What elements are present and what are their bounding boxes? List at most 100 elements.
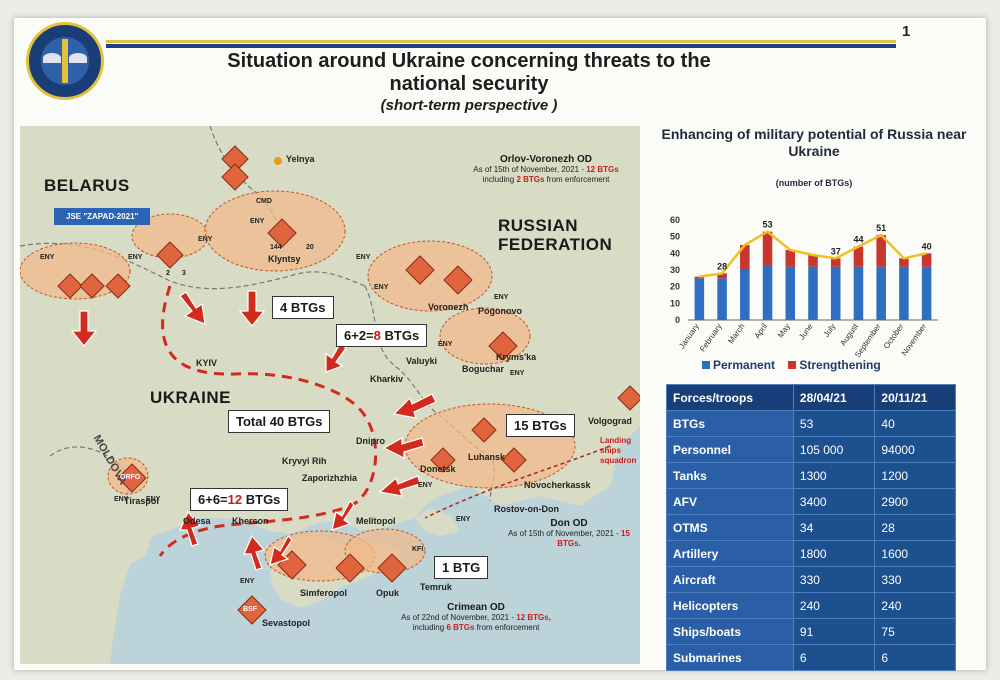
od-note-text: from enforcement	[474, 623, 540, 632]
city-novocherkassk: Novocherkassk	[524, 480, 591, 490]
table-cell: 1300	[792, 462, 876, 489]
bar-permanent	[921, 266, 932, 320]
table-row-label: Tanks	[666, 462, 794, 489]
eny-label: ENY	[146, 496, 161, 503]
city-donetsk: Donetsk	[420, 464, 456, 474]
city-luhansk: Luhansk	[468, 452, 506, 462]
table-row: Ships/boats 91 75	[666, 618, 956, 645]
od-don: Don OD As of 15th of November, 2021 - 15…	[504, 518, 634, 549]
bar-strengthening	[740, 245, 750, 270]
od-note-value: 15 BTGs.	[557, 529, 630, 548]
table-cell: 53	[792, 410, 876, 437]
data-label: 53	[763, 220, 773, 230]
table-header-row: Forces/troops 28/04/21 20/11/21	[666, 384, 956, 411]
table-cell: 330	[792, 566, 876, 593]
od-don-title: Don OD	[550, 518, 588, 529]
btg-south-value: 12	[227, 492, 243, 507]
bar-permanent	[853, 266, 864, 320]
yelnya-marker	[274, 157, 282, 165]
table-cell: 75	[874, 618, 956, 645]
label-ukraine: UKRAINE	[150, 388, 231, 407]
bar-strengthening	[876, 235, 886, 267]
x-tick-label: May	[776, 322, 792, 340]
unit-code-20: 20	[306, 244, 314, 251]
table-row: Submarines 6 6	[666, 644, 956, 671]
od-crimean: Crimean OD As of 22nd of November, 2021 …	[376, 602, 576, 633]
bar-permanent	[694, 278, 705, 320]
data-label: 40	[922, 241, 932, 251]
od-crimean-note: As of 22nd of November, 2021 - 12 BTGs, i…	[376, 613, 576, 633]
city-dnipro: Dnipro	[356, 436, 385, 446]
unit-code-2: 2	[166, 270, 170, 277]
x-tick-label: February	[698, 322, 724, 353]
table-cell: 94000	[874, 436, 956, 463]
unit-code-orfo: ORFO	[120, 474, 141, 481]
od-note-text: As of 22nd of November, 2021 -	[401, 613, 517, 622]
eny-label: ENY	[356, 254, 371, 261]
btg-northeast-prefix: 6+2=	[344, 328, 374, 343]
bar-strengthening	[921, 253, 932, 267]
unit-code-144: 144	[270, 244, 282, 251]
chart-title: Enhancing of military potential of Russi…	[661, 126, 967, 159]
unit-code-cmd: CMD	[256, 198, 272, 205]
city-kharkiv: Kharkiv	[370, 374, 404, 384]
city-voronezh: Voronezh	[428, 302, 469, 312]
eny-label: ENY	[240, 578, 255, 585]
trend-line	[699, 230, 927, 278]
header-rule-yellow	[106, 40, 896, 43]
btg-box-total: Total 40 BTGs	[228, 410, 331, 433]
unit-code-3: 3	[182, 270, 186, 277]
city-yelnya: Yelnya	[286, 154, 315, 164]
btg-south-prefix: 6+6=	[198, 492, 228, 507]
od-crimean-title: Crimean OD	[447, 602, 505, 613]
table-cell: 1800	[792, 540, 876, 567]
city-zaporizhzhia: Zaporizhzhia	[302, 473, 358, 483]
bar-strengthening	[785, 250, 796, 267]
city-odesa: Odesa	[183, 516, 211, 526]
x-tick-label: January	[677, 322, 701, 350]
chart-legend: Permanent Strengthening	[702, 358, 881, 372]
od-note-text: As of 15th of November, 2021 -	[473, 165, 587, 174]
slide: 1 Situation around Ukraine concerning th…	[14, 18, 986, 671]
y-tick-label: 40	[670, 248, 680, 258]
forces-table: Forces/troops 28/04/21 20/11/21 BTGs 53 40…	[666, 384, 956, 671]
btg-northeast-value: 8	[373, 328, 381, 343]
table-cell: 28	[874, 514, 956, 541]
table-row: Personnel 105 000 94000	[666, 436, 956, 463]
landing-ships-label: Landing ships squadron	[600, 436, 637, 465]
table-row-label: Ships/boats	[666, 618, 794, 645]
table-row: OTMS 34 28	[666, 514, 956, 541]
od-note-value: 6 BTGs	[446, 623, 475, 632]
legend-strengthening: Strengthening	[799, 358, 881, 372]
table-cell: 2900	[874, 488, 956, 515]
slide-title: Situation around Ukraine concerning thre…	[227, 50, 711, 95]
data-label: 37	[831, 246, 841, 256]
city-melitopol: Melitopol	[356, 516, 396, 526]
legend-swatch-strengthening	[788, 361, 797, 369]
data-label: 51	[876, 223, 886, 233]
city-tiraspol: Tiraspol	[124, 496, 159, 506]
eny-label: ENY	[250, 218, 265, 225]
od-note-text: including	[482, 175, 517, 184]
x-tick-label: March	[726, 322, 746, 345]
page-number: 1	[902, 23, 911, 40]
eny-label: ENY	[456, 516, 471, 523]
eny-label: ENY	[494, 294, 509, 301]
situation-map: BELARUS RUSSIAN FEDERATION UKRAINE MOLDO…	[20, 126, 640, 664]
eny-label: ENY	[114, 496, 129, 503]
table-row-label: AFV	[666, 488, 794, 515]
bar-strengthening	[808, 255, 818, 267]
city-sevastopol: Sevastopol	[262, 618, 311, 628]
od-note-text: including	[412, 623, 447, 632]
table-cell: 40	[874, 410, 956, 437]
btg-box-north: 4 BTGs	[272, 296, 334, 319]
table-row-label: BTGs	[666, 410, 794, 437]
eny-label: ENY	[438, 341, 453, 348]
bar-strengthening	[830, 258, 841, 267]
table-cell: 34	[792, 514, 876, 541]
bar-strengthening	[717, 273, 727, 279]
x-tick-label: October	[882, 322, 906, 351]
unit-code-kfi: KFI	[412, 546, 424, 553]
